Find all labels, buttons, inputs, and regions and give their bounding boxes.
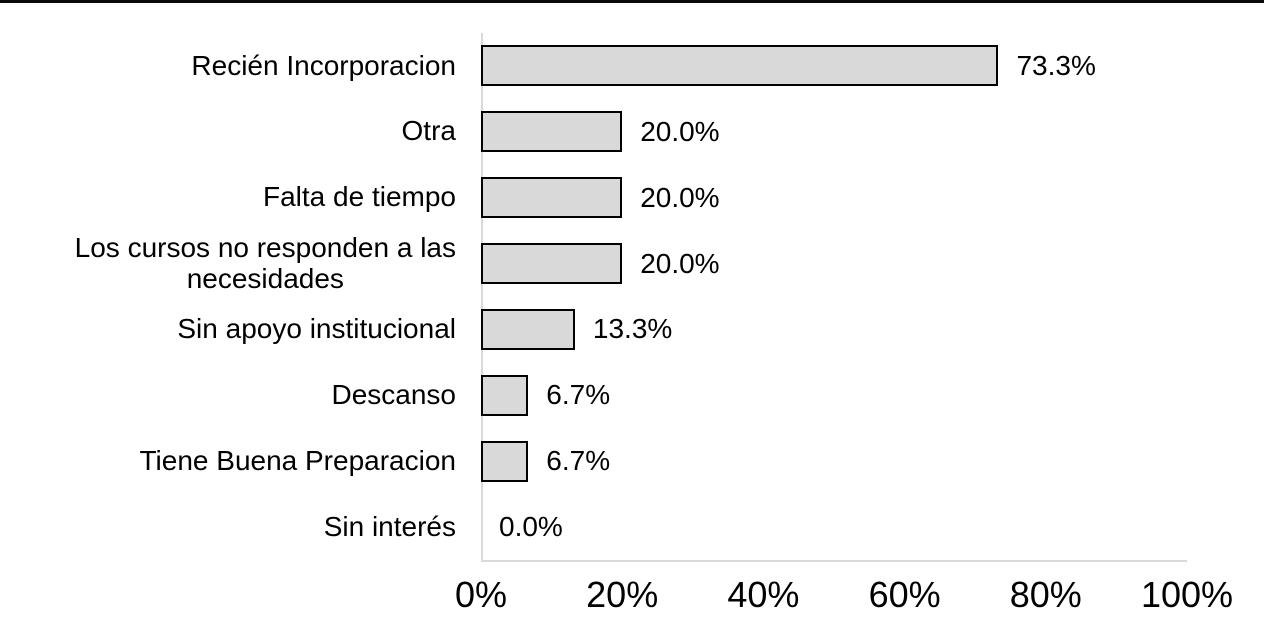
category-label: Otra [0, 116, 456, 147]
value-label: 73.3% [1016, 49, 1096, 81]
bar-rows: Recién Incorporacion 73.3% Otra 20.0% Fa… [0, 33, 1187, 560]
bar-area: 20.0% [481, 165, 1187, 231]
value-label: 20.0% [640, 115, 720, 147]
category-label: Falta de tiempo [0, 181, 456, 213]
bar-row: Tiene Buena Preparacion 6.7% [0, 428, 1187, 494]
bar-row: Otra 20.0% [0, 99, 1187, 165]
x-tick-label: 80% [1009, 574, 1082, 615]
bar-area: 0.0% [481, 494, 1187, 560]
bar [481, 374, 529, 416]
x-tick-label: 100% [1140, 574, 1234, 615]
bar-area: 6.7% [481, 428, 1187, 494]
category-label: Los cursos no responden a las necesidade… [0, 231, 456, 295]
category-label-text: Otra [401, 115, 456, 147]
category-label: Sin apoyo institucional [0, 313, 456, 345]
x-axis-ticks: 0% 20% 40% 60% 80% 100% [455, 574, 1233, 619]
bar [481, 45, 999, 87]
bar-row: Sin apoyo institucional 13.3% [0, 297, 1187, 363]
bar-row: Sin interés 0.0% [0, 494, 1187, 560]
bar-row: Recién Incorporacion 73.3% [0, 33, 1187, 99]
category-label-text: Los cursos no responden a las necesidade… [74, 231, 456, 294]
x-tick-label: 0% [454, 574, 508, 615]
value-label: 6.7% [546, 445, 611, 477]
x-tick-label: 20% [586, 574, 659, 615]
bar-area: 20.0% [481, 231, 1187, 297]
category-label-text: Tiene Buena Preparacion [139, 444, 456, 476]
category-label: Recién Incorporacion [0, 49, 456, 82]
category-label: Tiene Buena Preparacion [0, 444, 456, 477]
value-label: 20.0% [640, 247, 720, 279]
category-label-text: Falta de tiempo [263, 181, 456, 213]
bar-row: Falta de tiempo 20.0% [0, 165, 1187, 231]
bar [481, 308, 575, 350]
bar-area: 73.3% [481, 33, 1187, 99]
x-tick-label: 40% [727, 574, 800, 615]
category-label: Sin interés [0, 510, 456, 543]
bar-area: 6.7% [481, 362, 1187, 428]
bar-row: Los cursos no responden a las necesidade… [0, 231, 1187, 297]
category-label-text: Descanso [331, 378, 456, 410]
bar-area: 13.3% [481, 297, 1187, 363]
value-label: 0.0% [499, 511, 563, 543]
value-label: 6.7% [546, 379, 611, 411]
x-tick-label: 60% [868, 574, 941, 615]
category-label-text: Sin apoyo institucional [177, 313, 456, 345]
bar-area: 20.0% [481, 99, 1187, 165]
value-label: 20.0% [640, 181, 720, 213]
bar [481, 111, 623, 153]
category-label-text: Sin interés [323, 510, 456, 542]
bar [481, 440, 529, 482]
value-label: 13.3% [592, 313, 673, 345]
x-axis-line [481, 560, 1187, 562]
bar [481, 177, 623, 219]
horizontal-bar-chart: Recién Incorporacion 73.3% Otra 20.0% Fa… [0, 33, 1233, 623]
bar [481, 243, 623, 285]
category-label: Descanso [0, 378, 456, 411]
y-axis-line [481, 33, 483, 562]
category-label-text: Recién Incorporacion [191, 49, 456, 81]
bar-row: Descanso 6.7% [0, 362, 1187, 428]
